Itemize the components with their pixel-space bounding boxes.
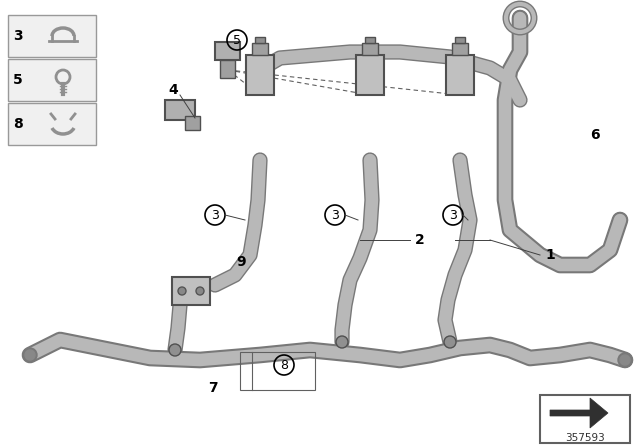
Text: 3: 3 [13,29,22,43]
Bar [8,59,96,101]
Text: 6: 6 [590,128,600,142]
Text: 5: 5 [233,34,241,47]
Circle shape [336,336,348,348]
Bar [255,37,265,43]
Bar [446,55,474,95]
Text: 3: 3 [449,208,457,221]
Bar [365,37,375,43]
Bar [540,395,630,443]
Text: 8: 8 [13,117,23,131]
Bar [455,37,465,43]
Text: 1: 1 [545,248,555,262]
Circle shape [23,348,37,362]
Bar [215,42,240,60]
Text: 7: 7 [208,381,218,395]
Text: 3: 3 [331,208,339,221]
Circle shape [25,350,35,360]
Text: 4: 4 [168,83,178,97]
Circle shape [618,353,632,367]
Text: 5: 5 [13,73,23,87]
Bar [185,116,200,130]
Text: 9: 9 [236,255,246,269]
Bar [8,103,96,145]
Bar [165,100,195,120]
Bar [240,352,315,390]
Polygon shape [550,398,608,428]
Circle shape [178,287,186,295]
Bar [8,15,96,57]
Bar [172,277,210,305]
Text: 8: 8 [280,358,288,371]
Text: 357593: 357593 [565,433,605,443]
Text: 2: 2 [415,233,425,247]
Bar [220,60,235,78]
Bar [362,43,378,55]
Circle shape [169,344,181,356]
Bar [246,55,274,95]
Circle shape [196,287,204,295]
Circle shape [620,355,630,365]
Circle shape [444,336,456,348]
Bar [252,43,268,55]
Text: 3: 3 [211,208,219,221]
Bar [356,55,384,95]
Bar [452,43,468,55]
